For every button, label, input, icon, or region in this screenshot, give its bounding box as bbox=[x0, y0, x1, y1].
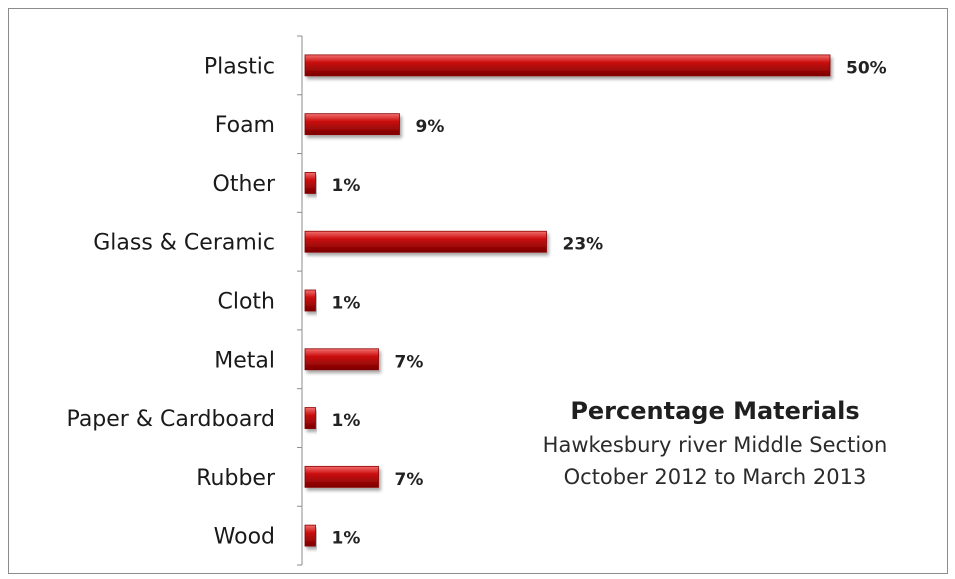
bar-glass-ceramic bbox=[304, 230, 547, 253]
bar-paper-cardboard bbox=[304, 407, 316, 429]
category-label: Wood bbox=[214, 525, 275, 550]
category-label: Plastic bbox=[204, 54, 275, 79]
data-label: 7% bbox=[395, 470, 424, 490]
data-label: 7% bbox=[395, 352, 424, 372]
bar-foam bbox=[304, 113, 400, 136]
bar-wood bbox=[304, 524, 316, 547]
value-labels: 50% 9% 1% 23% 1% 7% 1% 7% 1% bbox=[332, 58, 887, 548]
category-label: Glass & Ceramic bbox=[93, 231, 275, 256]
data-label: 50% bbox=[846, 58, 887, 78]
category-label: Foam bbox=[215, 113, 275, 138]
data-label: 1% bbox=[332, 294, 361, 314]
data-label: 23% bbox=[563, 235, 604, 255]
data-label: 9% bbox=[416, 117, 445, 137]
chart-title: Percentage Materials bbox=[570, 397, 860, 425]
bar-cloth bbox=[304, 289, 316, 312]
chart-frame bbox=[8, 8, 948, 574]
category-label: Paper & Cardboard bbox=[67, 407, 275, 432]
category-labels: Plastic Foam Other Glass & Ceramic Cloth Meta… bbox=[67, 54, 276, 549]
category-label: Cloth bbox=[217, 290, 275, 315]
category-label: Metal bbox=[214, 348, 275, 373]
bar-metal bbox=[304, 348, 379, 371]
data-label: 1% bbox=[332, 529, 361, 549]
category-label: Rubber bbox=[196, 466, 276, 491]
chart-subtitle-line-1: Hawkesbury river Middle Section bbox=[542, 433, 888, 457]
data-label: 1% bbox=[332, 176, 361, 196]
bar-rubber bbox=[304, 465, 379, 488]
category-label: Other bbox=[213, 172, 276, 197]
y-axis-ticks bbox=[297, 35, 302, 566]
chart-title-block: Percentage Materials Hawkesbury river Mi… bbox=[490, 393, 940, 493]
bar-other bbox=[304, 172, 316, 194]
chart-subtitle-line-2: October 2012 to March 2013 bbox=[563, 465, 867, 489]
bars-group bbox=[304, 54, 831, 547]
data-label: 1% bbox=[332, 411, 361, 431]
bar-plastic bbox=[304, 54, 831, 77]
